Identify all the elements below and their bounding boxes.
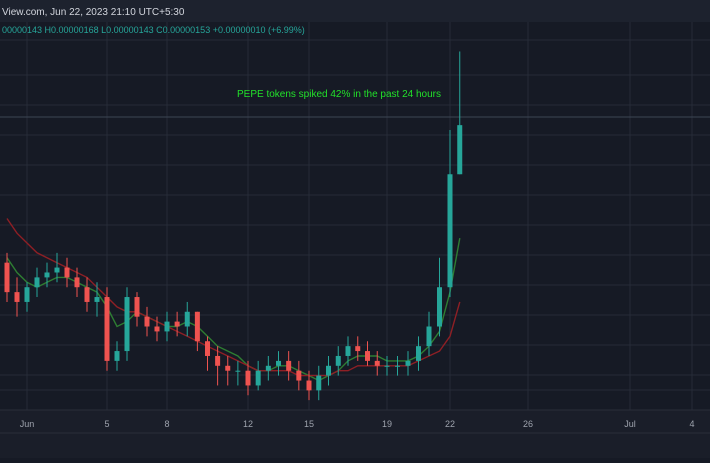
candlesticks bbox=[4, 51, 463, 401]
x-tick-label: 8 bbox=[164, 419, 169, 429]
x-tick-label: 19 bbox=[382, 419, 392, 429]
candle-body bbox=[276, 360, 281, 366]
candle-body bbox=[296, 370, 302, 381]
candle-body bbox=[4, 262, 10, 293]
candle-body bbox=[355, 346, 361, 352]
candle-body bbox=[326, 365, 331, 376]
candle-body bbox=[34, 277, 40, 288]
candle-body bbox=[255, 370, 261, 386]
candle-body bbox=[426, 326, 432, 347]
candle-body bbox=[134, 297, 140, 317]
candle-body bbox=[74, 277, 80, 288]
time-axis[interactable]: Jun 5 8 12 15 19 22 26 Jul 4 bbox=[20, 419, 695, 429]
candle-body bbox=[306, 380, 312, 391]
candle-body bbox=[174, 321, 180, 327]
candle-body bbox=[457, 125, 463, 175]
candle-body bbox=[64, 267, 70, 278]
candle-body bbox=[114, 351, 120, 361]
candle-body bbox=[164, 321, 170, 332]
x-tick-label: 15 bbox=[304, 419, 314, 429]
x-tick-label: 22 bbox=[445, 419, 455, 429]
slow-ma-line bbox=[6, 218, 461, 377]
candle-body bbox=[225, 365, 231, 371]
header-bar bbox=[0, 0, 710, 22]
x-tick-label: Jul bbox=[624, 419, 636, 429]
candle-body bbox=[335, 355, 341, 366]
source-date-label: View.com, Jun 22, 2023 21:10 UTC+5:30 bbox=[2, 7, 185, 18]
candle-body bbox=[184, 311, 190, 327]
spike-annotation: PEPE tokens spiked 42% in the past 24 ho… bbox=[237, 89, 441, 100]
candle-body bbox=[365, 351, 370, 361]
x-tick-label: 4 bbox=[689, 419, 694, 429]
candle-body bbox=[24, 287, 30, 302]
x-tick-label: 5 bbox=[104, 419, 109, 429]
candle-body bbox=[54, 267, 60, 273]
candle-body bbox=[416, 346, 421, 361]
candle-body bbox=[245, 370, 251, 386]
candle-body bbox=[384, 365, 390, 367]
candle-body bbox=[124, 297, 130, 352]
candle-body bbox=[84, 287, 90, 302]
candle-body bbox=[215, 355, 221, 366]
ohlc-readout: 00000143 H0.00000168 L0.00000143 C0.0000… bbox=[2, 25, 305, 35]
grid-lines bbox=[0, 22, 710, 410]
x-tick-label: 12 bbox=[243, 419, 253, 429]
candle-body bbox=[316, 375, 322, 391]
x-tick-label: Jun bbox=[20, 419, 35, 429]
candle-body bbox=[205, 341, 210, 356]
candle-body bbox=[104, 297, 110, 361]
candle-body bbox=[405, 360, 411, 366]
candle-body bbox=[235, 370, 241, 372]
candle-body bbox=[94, 297, 100, 302]
moving-average-lines bbox=[6, 218, 461, 382]
candle-body bbox=[44, 272, 50, 278]
candle-body bbox=[194, 311, 200, 342]
fast-ma-line bbox=[6, 237, 461, 382]
candle-body bbox=[265, 365, 271, 371]
x-tick-label: 26 bbox=[523, 419, 533, 429]
candle-body bbox=[14, 292, 20, 302]
time-axis-background bbox=[0, 410, 710, 458]
candle-body bbox=[144, 316, 150, 327]
candle-body bbox=[345, 346, 351, 356]
candle-body bbox=[447, 174, 453, 288]
candle-body bbox=[286, 360, 292, 371]
candle-body bbox=[437, 287, 442, 327]
candle-body bbox=[374, 360, 380, 366]
candle-body bbox=[154, 326, 160, 332]
candle-body bbox=[395, 365, 400, 367]
